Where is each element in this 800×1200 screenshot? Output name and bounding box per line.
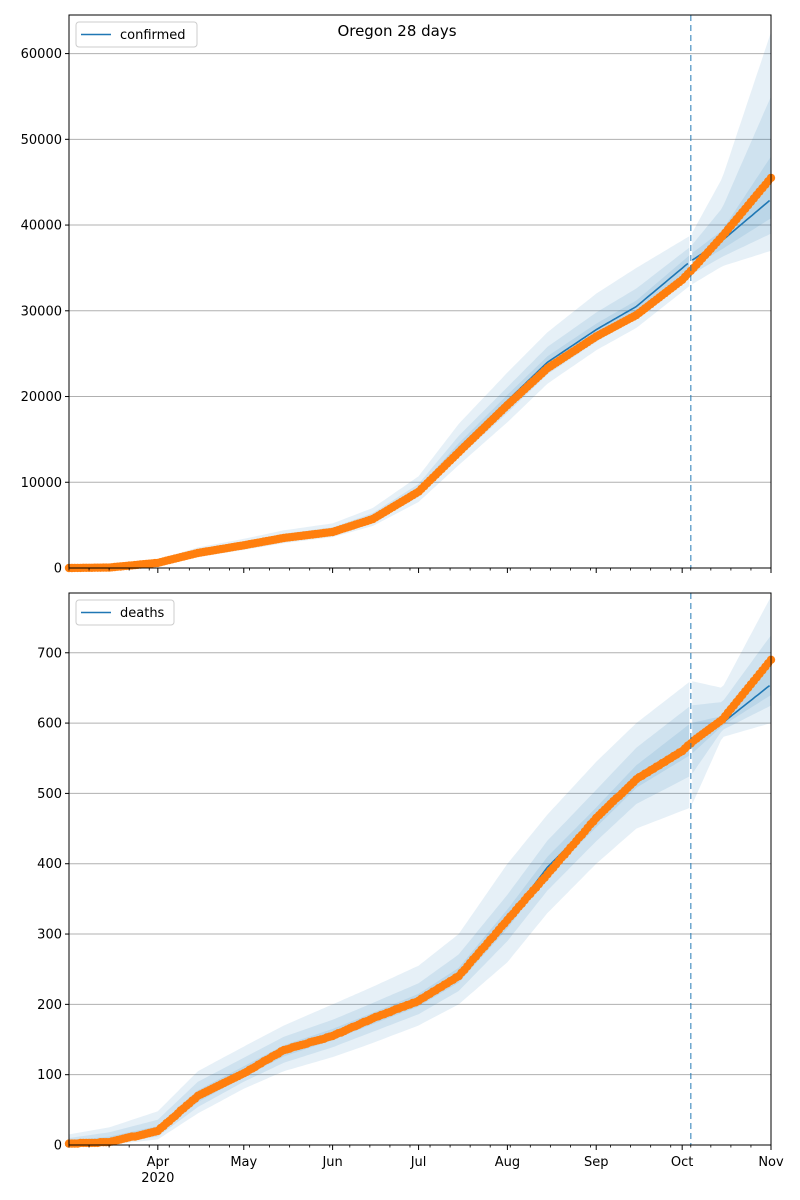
x-tick-label: Sep — [584, 1155, 609, 1170]
y-tick-label: 0 — [54, 1139, 62, 1154]
legend: confirmed — [75, 21, 198, 48]
y-tick-label: 10000 — [21, 476, 62, 491]
y-tick-label: 200 — [37, 998, 62, 1013]
x-year-label: 2020 — [141, 1171, 174, 1186]
y-tick-label: 40000 — [21, 219, 62, 234]
legend-label: confirmed — [120, 28, 186, 43]
axes-frame — [68, 592, 772, 1146]
legend-box — [75, 21, 198, 48]
legend: deaths — [75, 599, 175, 626]
y-tick-label: 400 — [37, 857, 62, 872]
y-tick-label: 100 — [37, 1068, 62, 1083]
x-tick-label: Apr — [147, 1155, 170, 1170]
x-tick-label: Aug — [495, 1155, 520, 1170]
y-tick-label: 500 — [37, 787, 62, 802]
uncertainty-band — [692, 596, 771, 805]
y-tick-label: 20000 — [21, 390, 62, 405]
x-tick-label: Jul — [410, 1155, 427, 1170]
x-tick-label: Nov — [758, 1155, 784, 1170]
uncertainty-band — [692, 96, 771, 275]
legend-box — [75, 599, 175, 626]
legend-label: deaths — [120, 606, 165, 621]
y-tick-label: 50000 — [21, 133, 62, 148]
y-tick-label: 600 — [37, 717, 62, 732]
confirmed-panel: 0 10000 20000 30000 40000 50000 60000 confirmed — [21, 14, 776, 577]
uncertainty-band — [692, 32, 771, 285]
y-tick-label: 30000 — [21, 304, 62, 319]
x-tick-label: May — [230, 1155, 257, 1170]
y-tick-label: 60000 — [21, 47, 62, 62]
uncertainty-band — [692, 156, 771, 268]
y-tick-label: 700 — [37, 646, 62, 661]
y-tick-label: 0 — [54, 562, 62, 577]
x-tick-label: Jun — [321, 1155, 342, 1170]
y-tick-label: 300 — [37, 928, 62, 943]
figure-title: Oregon 28 days — [337, 22, 456, 40]
axes-frame — [68, 14, 772, 569]
x-tick-label: Oct — [671, 1155, 693, 1170]
